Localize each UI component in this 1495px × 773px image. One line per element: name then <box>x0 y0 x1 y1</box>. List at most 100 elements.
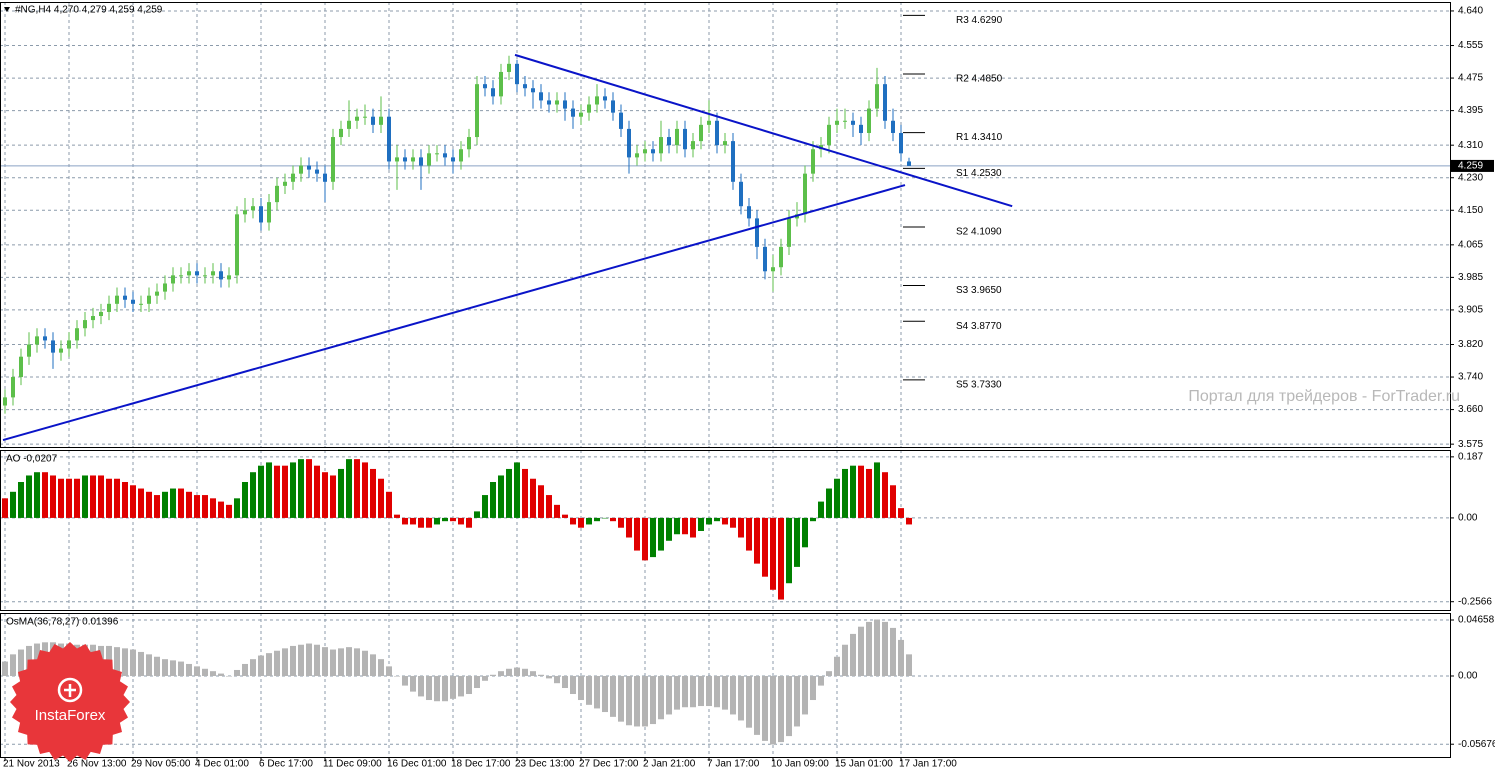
histogram-bar <box>226 675 232 677</box>
histogram-bar <box>114 478 120 518</box>
y-tick-label: 4.150 <box>1458 205 1483 216</box>
histogram-bar <box>146 491 152 518</box>
histogram-bar <box>778 517 784 600</box>
histogram-bar <box>538 674 544 676</box>
candle-body <box>315 169 319 174</box>
candle-body <box>187 271 191 276</box>
candle-body <box>259 206 263 223</box>
histogram-bar <box>810 517 816 522</box>
pivot-label: S5 3.7330 <box>956 380 1002 391</box>
x-tick-label: 29 Nov 05:00 <box>131 759 191 770</box>
histogram-bar <box>682 675 688 708</box>
histogram-bar <box>858 465 864 518</box>
histogram-bar <box>290 645 296 676</box>
candle-body <box>67 340 71 349</box>
candle-body <box>859 124 863 133</box>
histogram-bar <box>610 517 616 522</box>
histogram-bar <box>658 675 664 720</box>
histogram-bar <box>474 511 480 518</box>
pivot-label: S2 4.1090 <box>956 227 1002 238</box>
histogram-bar <box>882 621 888 676</box>
candle-body <box>235 214 239 276</box>
y-tick-label: 3.575 <box>1458 439 1483 450</box>
histogram-bar <box>114 647 120 676</box>
candle-body <box>451 157 455 162</box>
histogram-bar <box>354 648 360 676</box>
histogram-bar <box>754 517 760 564</box>
candle-body <box>195 271 199 276</box>
histogram-bar <box>330 475 336 518</box>
histogram-bar <box>450 517 456 522</box>
histogram-bar <box>874 462 880 518</box>
histogram-bar <box>186 491 192 518</box>
histogram-bar <box>594 517 600 522</box>
candle-body <box>459 149 463 162</box>
histogram-bar <box>698 517 704 531</box>
histogram-bar <box>530 478 536 518</box>
histogram-bar <box>506 468 512 518</box>
candle-body <box>355 116 359 121</box>
candle-body <box>59 348 63 353</box>
histogram-bar <box>586 517 592 525</box>
candle-body <box>787 218 791 247</box>
candle-body <box>51 340 55 353</box>
candle-body <box>635 153 639 158</box>
logo-icon <box>57 677 83 703</box>
candle-body <box>131 299 135 304</box>
histogram-bar <box>666 675 672 715</box>
histogram-bar <box>354 459 360 518</box>
candle-body <box>123 295 127 300</box>
histogram-bar <box>346 459 352 518</box>
histogram-bar <box>250 659 256 676</box>
trend-line <box>514 53 1013 208</box>
x-tick-label: 15 Jan 01:00 <box>835 759 893 770</box>
pivot-label: S1 4.2530 <box>956 168 1002 179</box>
histogram-bar <box>154 656 160 676</box>
histogram-bar <box>378 659 384 676</box>
histogram-bar <box>418 517 424 528</box>
y-tick-label: 4.065 <box>1458 239 1483 250</box>
histogram-bar <box>730 517 736 528</box>
histogram-bar <box>122 482 128 518</box>
histogram-bar <box>298 644 304 676</box>
x-tick-label: 7 Jan 17:00 <box>707 759 760 770</box>
histogram-bar <box>394 514 400 518</box>
histogram-bar <box>98 475 104 518</box>
histogram-bar <box>802 675 808 715</box>
candle-body <box>99 311 103 317</box>
histogram-bar <box>890 485 896 518</box>
candle-body <box>427 153 431 166</box>
histogram-bar <box>850 465 856 518</box>
candle-body <box>803 173 807 215</box>
candle-body <box>643 149 647 154</box>
histogram-bar <box>210 498 216 518</box>
histogram-bar <box>866 468 872 518</box>
x-tick-label: 11 Dec 09:00 <box>323 759 382 770</box>
histogram-bar <box>162 659 168 676</box>
histogram-bar <box>74 478 80 518</box>
histogram-bar <box>906 654 912 676</box>
candle-body <box>163 283 167 292</box>
histogram-bar <box>466 675 472 695</box>
histogram-bar <box>82 475 88 518</box>
x-tick-label: 23 Dec 13:00 <box>515 759 575 770</box>
histogram-bar <box>298 459 304 518</box>
candle-body <box>419 157 423 166</box>
histogram-bar <box>370 654 376 676</box>
histogram-bar <box>106 478 112 518</box>
candle-body <box>611 100 615 113</box>
histogram-bar <box>458 675 464 697</box>
histogram-bar <box>234 669 240 676</box>
candle-body <box>27 344 31 357</box>
candle-body <box>747 206 751 219</box>
histogram-bar <box>586 675 592 705</box>
histogram-bar <box>250 472 256 518</box>
candle-body <box>651 149 655 154</box>
pivot-label: S3 3.9650 <box>956 285 1002 296</box>
histogram-bar <box>154 495 160 518</box>
histogram-bar <box>562 675 568 689</box>
candle-body <box>659 137 663 154</box>
histogram-bar <box>642 675 648 727</box>
candle-body <box>595 96 599 105</box>
candle-body <box>363 116 367 118</box>
